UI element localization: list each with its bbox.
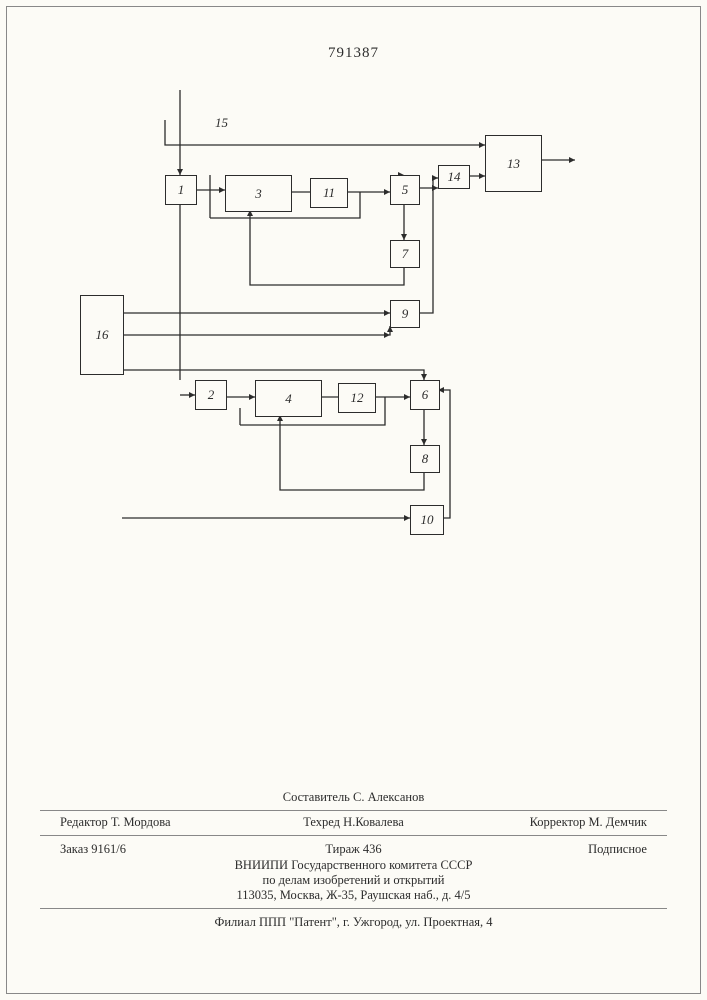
block-14: 14 — [438, 165, 470, 189]
block-12: 12 — [338, 383, 376, 413]
block-2: 2 — [195, 380, 227, 410]
document-number: 791387 — [0, 45, 707, 62]
block-5: 5 — [390, 175, 420, 205]
block-13: 13 — [485, 135, 542, 192]
block-8: 8 — [410, 445, 440, 473]
footer-corrector: Корректор М. Демчик — [60, 815, 647, 830]
block-7: 7 — [390, 240, 420, 268]
footer-rule-1 — [40, 810, 667, 811]
block-1: 1 — [165, 175, 197, 205]
footer-org2: по делам изобретений и открытий — [60, 873, 647, 888]
footer-addr1: 113035, Москва, Ж-35, Раушская наб., д. … — [60, 888, 647, 903]
footer-compiler: Составитель С. Алексанов — [60, 790, 647, 805]
footer-branch: Филиал ППП "Патент", г. Ужгород, ул. Про… — [60, 915, 647, 930]
block-16: 16 — [80, 295, 124, 375]
footer-rule-3 — [40, 908, 667, 909]
footer-rule-2 — [40, 835, 667, 836]
block-11: 11 — [310, 178, 348, 208]
block-10: 10 — [410, 505, 444, 535]
block-6: 6 — [410, 380, 440, 410]
footer-org1: ВНИИПИ Государственного комитета СССР — [60, 858, 647, 873]
block-9: 9 — [390, 300, 420, 328]
block-4: 4 — [255, 380, 322, 417]
footer-subscription: Подписное — [60, 842, 647, 857]
block-3: 3 — [225, 175, 292, 212]
block-diagram: 15 123456789101112131416 — [80, 90, 600, 620]
